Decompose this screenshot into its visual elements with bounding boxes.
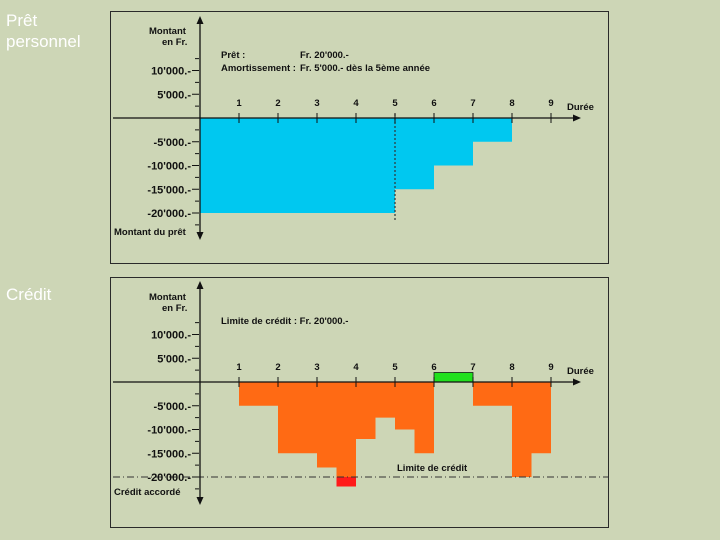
y-tick-label: -20'000.- (147, 208, 191, 220)
x-tick-label: 9 (548, 362, 553, 373)
credit-limit-label: Limite de crédit (397, 463, 468, 474)
y-axis-arrow-down (196, 232, 204, 240)
y-tick-label: -15'000.- (147, 184, 191, 196)
x-axis-label: Durée (567, 366, 594, 377)
y-bottom-label: Montant du prêt (114, 227, 187, 238)
y-bottom-label: Crédit accordé (114, 487, 181, 498)
credit-balance-bar-4 (336, 382, 356, 477)
credit-balance-bar-7 (395, 382, 415, 430)
credit-chart: Limite de crédit 10'000.- 5'000.- -5'000.- -… (113, 281, 608, 505)
x-tick-label: 1 (236, 362, 242, 373)
credit-over-limit-bar (336, 477, 356, 487)
credit-balance-bar-6 (375, 382, 395, 418)
x-tick-label: 4 (353, 98, 359, 109)
y-axis-title-line2: en Fr. (162, 303, 187, 314)
x-tick-label: 2 (275, 98, 280, 109)
x-tick-label: 2 (275, 362, 280, 373)
y-tick-label: 5'000.- (157, 89, 191, 101)
loan-balance-step-3 (434, 118, 473, 166)
x-tick-label: 1 (236, 98, 242, 109)
x-tick-label: 8 (509, 362, 514, 373)
y-tick-label: -10'000.- (147, 425, 191, 437)
credit-balance-bar-5 (356, 382, 376, 439)
x-axis-arrow (573, 114, 581, 122)
loan-balance-step-1 (200, 118, 395, 213)
credit-chart-panel: Limite de crédit 10'000.- 5'000.- -5'000.- -… (110, 277, 609, 528)
loan-amount-value: Fr. 20'000.- (300, 50, 349, 61)
slide-label-credit: Crédit (6, 285, 52, 304)
x-tick-label: 4 (353, 362, 359, 373)
x-tick-label: 8 (509, 98, 514, 109)
y-tick-label: -5'000.- (154, 137, 192, 149)
credit-positive-balance-bar (433, 372, 474, 383)
x-tick-label: 6 (431, 362, 436, 373)
credit-balance-bar-1 (239, 382, 278, 406)
y-axis-title-line1: Montant (149, 292, 187, 303)
loan-balance-step-2 (395, 118, 434, 190)
y-tick-label: -15'000.- (147, 448, 191, 460)
credit-balance-bar-3 (317, 382, 337, 468)
loan-balance-step-4 (473, 118, 512, 142)
y-axis-title-line2: en Fr. (162, 37, 187, 48)
credit-balance-bar-12 (531, 382, 551, 454)
loan-chart-panel: 10'000.- 5'000.- -5'000.- -10'000.- -15'000.… (110, 11, 609, 264)
credit-balance-bar-8 (414, 382, 434, 454)
credit-limit-annotation: Limite de crédit : Fr. 20'000.- (221, 316, 348, 327)
x-tick-label: 7 (470, 98, 475, 109)
x-tick-label: 3 (314, 98, 319, 109)
x-tick-label: 3 (314, 362, 319, 373)
loan-amount-label: Prêt : (221, 50, 245, 61)
credit-balance-bar-11 (512, 382, 532, 477)
x-tick-label: 5 (392, 98, 398, 109)
amortization-label: Amortissement : (221, 63, 296, 74)
y-axis-title-line1: Montant (149, 26, 187, 37)
x-tick-label: 5 (392, 362, 398, 373)
amortization-value: Fr. 5'000.- dès la 5ème année (300, 63, 430, 74)
x-tick-label: 7 (470, 362, 475, 373)
y-tick-label: 10'000.- (151, 66, 191, 78)
x-axis-label: Durée (567, 102, 594, 113)
credit-balance-bar-2 (278, 382, 317, 454)
x-tick-label: 6 (431, 98, 436, 109)
y-axis-arrow-up (196, 281, 204, 289)
credit-balance-bar-10 (473, 382, 512, 406)
slide-label-loan: Prêt personnel (6, 11, 81, 51)
y-axis-arrow-down (196, 497, 204, 505)
y-tick-label: -5'000.- (154, 401, 192, 413)
y-tick-label: 10'000.- (151, 330, 191, 342)
y-tick-label: -10'000.- (147, 161, 191, 173)
y-tick-label: -20'000.- (147, 472, 191, 484)
x-axis-arrow (573, 378, 581, 386)
loan-chart: 10'000.- 5'000.- -5'000.- -10'000.- -15'000.… (113, 16, 594, 240)
y-tick-label: 5'000.- (157, 353, 191, 365)
x-tick-label: 9 (548, 98, 553, 109)
y-axis-arrow-up (196, 16, 204, 24)
